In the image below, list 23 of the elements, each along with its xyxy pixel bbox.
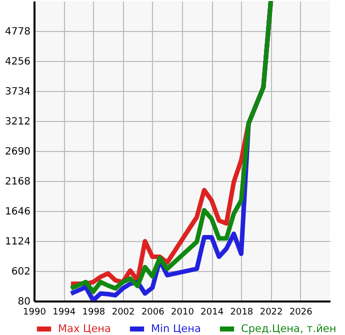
legend-label: Сред.Цена, т.йен xyxy=(241,323,336,335)
legend-label: Min Цена xyxy=(151,323,201,335)
y-tick-label: 2690 xyxy=(5,146,30,158)
y-tick-label: 3212 xyxy=(5,116,30,128)
x-tick-label: 2022 xyxy=(260,308,283,318)
x-tick-label: 1990 xyxy=(23,308,46,318)
x-tick-label: 2006 xyxy=(141,308,165,318)
y-tick-label: 4256 xyxy=(5,56,30,68)
y-tick-label: 3734 xyxy=(5,86,30,98)
x-tick-label: 2018 xyxy=(230,308,254,318)
x-tick-label: 2014 xyxy=(200,308,224,318)
y-tick-label: 1646 xyxy=(5,206,30,218)
y-tick-label: 1124 xyxy=(5,236,30,248)
x-tick-label: 2010 xyxy=(171,308,194,318)
x-tick-label: 1994 xyxy=(52,308,76,318)
x-tick-label: 1998 xyxy=(82,308,106,318)
x-tick-label: 2002 xyxy=(112,308,135,318)
y-tick-label: 80 xyxy=(18,296,30,308)
y-tick-label: 2168 xyxy=(5,176,30,188)
y-tick-label: 4778 xyxy=(5,26,30,38)
legend-label: Max Цена xyxy=(58,323,111,335)
y-tick-label: 602 xyxy=(11,266,30,278)
x-tick-label: 2026 xyxy=(289,308,313,318)
